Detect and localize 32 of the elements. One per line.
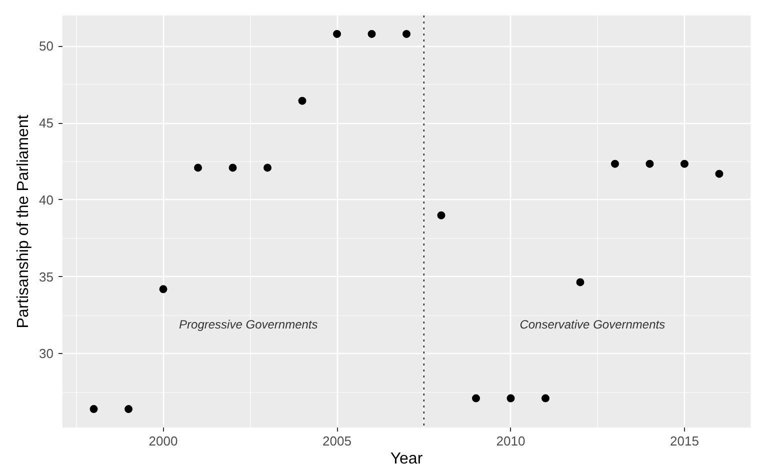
point bbox=[610, 160, 619, 168]
x-tick-label: 2005 bbox=[322, 434, 352, 448]
point bbox=[576, 278, 584, 286]
point bbox=[368, 30, 376, 38]
x-tick-label: 2015 bbox=[670, 434, 699, 448]
point bbox=[159, 285, 168, 294]
point bbox=[715, 170, 724, 178]
point bbox=[680, 160, 688, 168]
annotation: Conservative Governments bbox=[520, 318, 666, 332]
y-tick-label: 45 bbox=[39, 116, 54, 131]
point bbox=[333, 30, 342, 38]
annotation: Progressive Governments bbox=[179, 318, 318, 332]
point bbox=[402, 30, 410, 38]
point bbox=[506, 394, 515, 402]
x-tick-label: 2000 bbox=[148, 434, 178, 448]
x-tick-label: 2010 bbox=[496, 434, 526, 448]
x-axis-title: Year bbox=[390, 450, 424, 468]
y-tick-label: 35 bbox=[39, 269, 54, 284]
y-axis-title: Partisanship of the Parliament bbox=[15, 114, 32, 328]
point bbox=[124, 405, 133, 414]
y-tick-label: 30 bbox=[39, 346, 54, 362]
point bbox=[437, 211, 446, 220]
point bbox=[264, 164, 272, 172]
point bbox=[646, 160, 654, 168]
point bbox=[472, 394, 480, 402]
point bbox=[298, 96, 306, 105]
y-tick-label: 40 bbox=[39, 192, 54, 208]
point bbox=[541, 394, 550, 402]
point bbox=[194, 164, 202, 172]
point bbox=[90, 405, 98, 414]
y-tick-label: 50 bbox=[39, 38, 54, 54]
point bbox=[228, 164, 237, 172]
